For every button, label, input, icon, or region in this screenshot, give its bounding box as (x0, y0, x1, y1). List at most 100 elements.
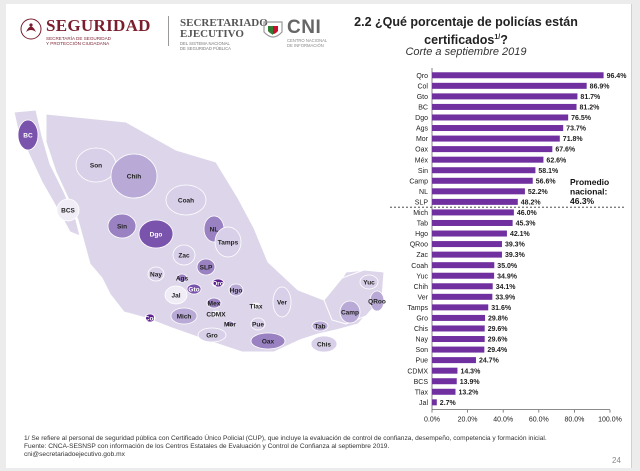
map-state-region (272, 286, 292, 318)
value-label: 81.2% (580, 105, 601, 112)
national-average-label: Promedio nacional: 46.3% (570, 177, 609, 206)
category-label: Pue (416, 358, 429, 365)
map-state-label: Dgo (150, 232, 163, 239)
map-state-region (138, 219, 174, 249)
category-label: Oax (415, 147, 428, 154)
slide: SEGURIDAD SECRETARÍA DE SEGURIDAD Y PROT… (6, 4, 632, 468)
map-state-region (310, 335, 338, 353)
x-tick-label: 60.0% (529, 417, 549, 424)
category-label: Hgo (415, 231, 428, 238)
footnotes: 1/ Se refiere al personal de seguridad p… (24, 435, 547, 460)
map-state-region (228, 283, 244, 297)
category-label: SLP (415, 199, 429, 206)
value-label: 56.6% (536, 178, 557, 185)
value-label: 13.2% (458, 389, 479, 396)
bar (432, 135, 560, 142)
value-label: 29.6% (488, 337, 509, 344)
map-state-region (250, 332, 286, 350)
value-label: 71.8% (563, 136, 584, 143)
map-state-label: Son (90, 163, 102, 170)
category-label: Tlax (415, 389, 429, 396)
map-state-label: Gto (188, 287, 199, 294)
bar (432, 167, 536, 174)
map-state-label: QRoo (368, 299, 386, 306)
category-label: QRoo (410, 242, 428, 249)
bar (432, 367, 458, 374)
value-label: 31.6% (491, 305, 512, 312)
bar (432, 336, 485, 343)
bar (432, 314, 486, 321)
bar (432, 251, 502, 258)
x-tick-label: 100.0% (598, 417, 622, 424)
bar (432, 188, 525, 195)
map-state-label: Gro (206, 333, 218, 340)
map-state-label: Coah (178, 198, 194, 205)
chart-title-line-2: certificados (424, 33, 495, 48)
map-state-region (369, 290, 385, 312)
category-label: NL (419, 189, 428, 196)
category-label: Méx (415, 157, 429, 164)
map-state-label: Sin (117, 224, 127, 231)
category-label: Camp (409, 178, 428, 185)
bar (432, 219, 513, 226)
map-state-label: Chis (317, 342, 331, 349)
value-label: 33.9% (495, 294, 516, 301)
map-state-region (339, 300, 361, 324)
category-label: BC (418, 105, 428, 112)
value-label: 76.5% (571, 115, 592, 122)
value-label: 86.9% (590, 83, 611, 90)
map-state-label: Mor (224, 322, 236, 329)
value-label: 34.1% (496, 284, 517, 291)
map-state-label: Mich (177, 314, 192, 321)
cni-logo-sub-1: CENTRO NACIONAL (287, 38, 328, 43)
map-state-label: NL (210, 227, 219, 234)
bar (432, 272, 495, 279)
bar (432, 293, 493, 300)
bar (432, 103, 577, 110)
map-state-label: Tab (314, 324, 325, 331)
map-state-region (144, 313, 156, 323)
map-state-label: Yuc (363, 280, 375, 287)
category-label: Chih (414, 284, 429, 291)
value-label: 42.1% (510, 231, 531, 238)
bar (432, 388, 456, 395)
category-label: Jal (419, 400, 428, 407)
value-label: 35.0% (497, 263, 518, 270)
category-label: Qro (416, 73, 428, 80)
value-label: 67.6% (555, 147, 576, 154)
map-state-label: Oax (262, 339, 275, 346)
map-state-region (176, 273, 188, 283)
category-label: Sin (418, 168, 428, 175)
map-state-region (17, 119, 39, 151)
value-label: 29.6% (488, 326, 509, 333)
x-tick-label: 40.0% (493, 417, 513, 424)
map-state-region (214, 226, 242, 258)
map-state-label: Mex (208, 301, 221, 308)
map-state-label: Ags (176, 276, 189, 283)
map-state-label: Ver (277, 300, 288, 307)
category-label: Mich (413, 210, 428, 217)
chart-title-footnote-mark: 1/ (494, 34, 501, 41)
category-label: Gto (417, 94, 428, 101)
map-state-region (186, 283, 202, 295)
value-label: 13.9% (460, 379, 481, 386)
map-state-label: BCS (61, 208, 75, 215)
bar (432, 114, 569, 121)
bar (432, 346, 485, 353)
map-state-region (164, 285, 188, 305)
footnote-source: Fuente: CNCA-SESNSP con información de l… (24, 443, 390, 451)
map-state-label: Chih (127, 174, 141, 181)
category-label: Tab (417, 221, 428, 228)
category-label: Nay (416, 337, 429, 344)
bar (432, 241, 502, 248)
x-tick-label: 80.0% (564, 417, 584, 424)
bar (432, 82, 587, 89)
seguridad-logo-sub-2: Y PROTECCIÓN CIUDADANA (46, 41, 110, 47)
seguridad-logo-name: SEGURIDAD (46, 16, 151, 35)
map-state-label: Camp (341, 310, 359, 317)
map-state-region (170, 307, 198, 325)
bar (432, 72, 604, 79)
category-label: Col (417, 83, 428, 90)
category-label: Mor (416, 136, 429, 143)
secretariado-logo-sub-1: DEL SISTEMA NACIONAL (180, 41, 230, 46)
